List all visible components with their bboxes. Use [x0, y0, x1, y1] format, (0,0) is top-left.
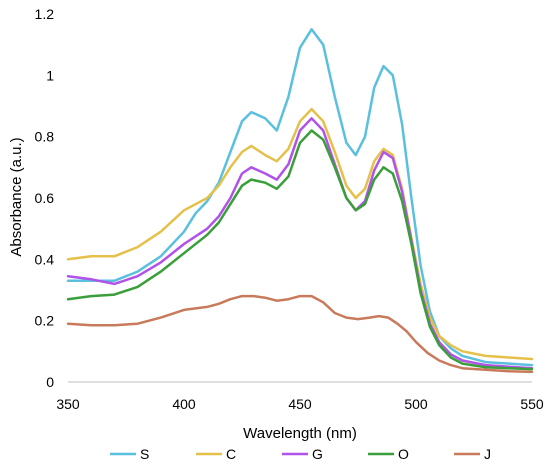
legend-label-O: O — [398, 446, 409, 462]
x-tick-label: 450 — [288, 396, 312, 412]
legend-label-C: C — [226, 446, 236, 462]
series-lines — [68, 29, 532, 372]
x-axis-title: Wavelength (nm) — [243, 425, 357, 442]
x-tick-labels: 350 400 450 500 550 — [56, 396, 544, 412]
y-tick-label: 0 — [46, 374, 54, 390]
x-tick-label: 350 — [56, 396, 80, 412]
y-tick-label: 1 — [46, 67, 54, 83]
y-tick-label: 0.2 — [35, 313, 55, 329]
y-tick-labels: 0 0.2 0.4 0.6 0.8 1 1.2 — [35, 6, 55, 390]
y-tick-label: 0.8 — [35, 129, 55, 145]
x-tick-label: 500 — [404, 396, 428, 412]
legend-label-S: S — [140, 446, 149, 462]
x-tick-label: 400 — [172, 396, 196, 412]
legend-label-J: J — [484, 446, 491, 462]
y-tick-label: 1.2 — [35, 6, 55, 22]
legend-label-G: G — [312, 446, 323, 462]
y-axis-title: Absorbance (a.u.) — [8, 137, 25, 256]
y-tick-label: 0.6 — [35, 190, 55, 206]
y-tick-label: 0.4 — [35, 251, 55, 267]
series-line-G — [68, 118, 532, 368]
series-line-O — [68, 131, 532, 370]
series-line-S — [68, 29, 532, 365]
x-tick-label: 550 — [520, 396, 544, 412]
